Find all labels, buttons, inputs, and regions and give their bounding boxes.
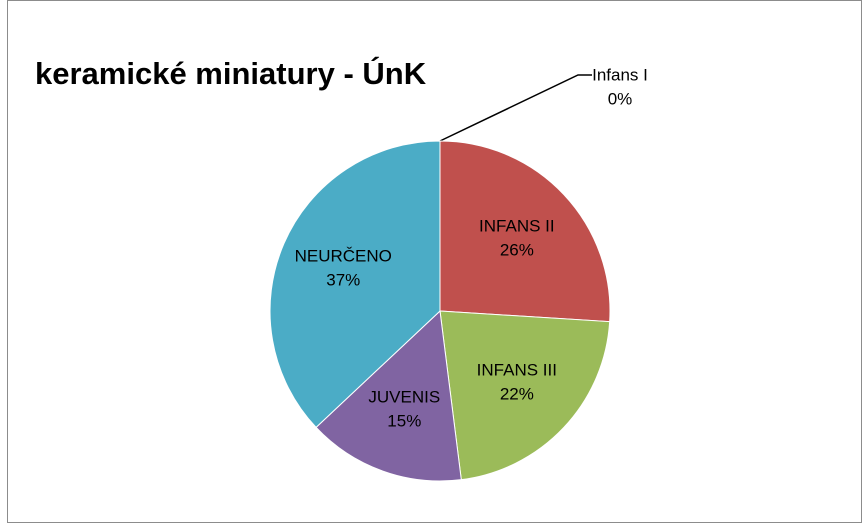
slice-label: INFANS II xyxy=(479,216,555,235)
slice-label: Infans I xyxy=(592,65,648,84)
slice-value-label: 22% xyxy=(500,385,534,404)
pie-slice xyxy=(315,309,462,482)
slice-value-label: 37% xyxy=(326,271,360,290)
pie-slice xyxy=(439,310,611,481)
leader-line xyxy=(439,74,592,142)
slice-value-label: 0% xyxy=(608,89,633,108)
slice-value-label: 26% xyxy=(500,240,534,259)
slice-label: INFANS III xyxy=(477,361,557,380)
slice-label: NEURČENO xyxy=(295,247,392,266)
pie-slice xyxy=(269,140,441,429)
chart-title: keramické miniatury - ÚnK xyxy=(35,55,427,91)
pie-slice xyxy=(439,140,611,323)
slice-value-label: 15% xyxy=(387,412,421,431)
slice-label: JUVENIS xyxy=(368,388,440,407)
